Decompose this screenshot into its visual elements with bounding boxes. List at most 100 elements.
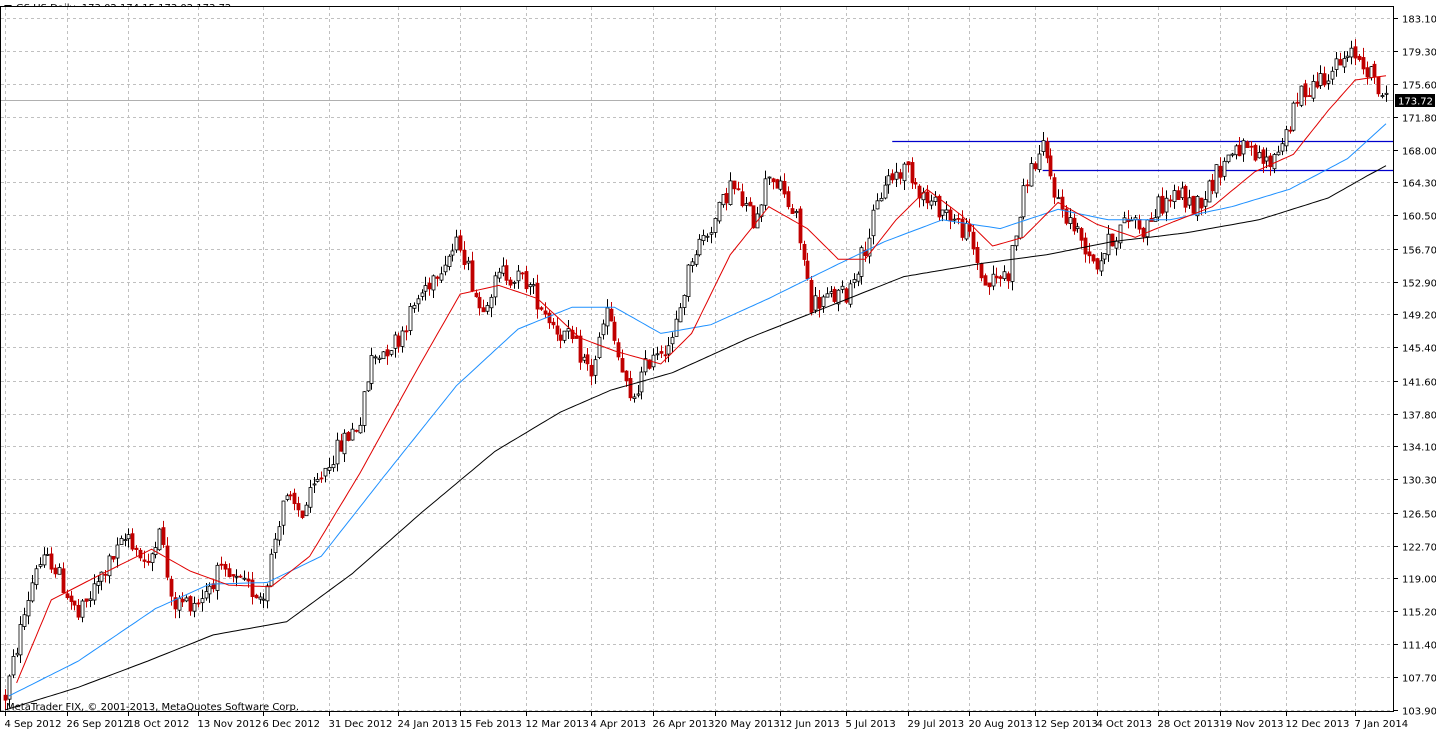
candle-body [1014,235,1019,247]
x-tick-label: 12 Dec 2013 [1286,719,1350,730]
candle-body [998,276,1003,279]
candle-body [312,483,317,486]
x-tick-label: 7 Jan 2014 [1355,719,1409,730]
candle-body [99,571,104,582]
x-tick-label: 29 Jul 2013 [908,719,965,730]
candle-body [647,359,652,369]
candle-body [285,495,290,500]
candle-body [115,544,120,559]
candle-body [169,578,174,597]
candle-body [423,285,428,292]
candles [3,39,1389,710]
x-tick-label: 6 Dec 2012 [263,719,321,730]
candle-body [1295,101,1300,104]
candle-body [292,492,297,505]
candle-body [385,349,390,357]
candle-body [528,284,533,288]
candle-body [1164,197,1169,213]
candle-body [1353,46,1358,59]
y-tick-label: 134.10 [1402,443,1436,454]
candle-body [366,381,371,392]
candle-body [1253,144,1258,161]
candle-body [605,307,610,327]
x-tick-label: 19 Nov 2013 [1220,719,1284,730]
candle-body [435,276,440,279]
candle-body [231,574,236,577]
candle-body [18,624,23,656]
candle-body [1222,160,1227,177]
candle-body [173,597,178,610]
y-tick-label: 111.40 [1402,641,1436,652]
candle-body [454,236,459,251]
candle-body [65,593,70,599]
candle-body [61,568,66,594]
candle-body [786,191,791,208]
candle-body [1342,58,1347,68]
candle-body [612,321,617,341]
candle-body [1261,149,1266,164]
candle-body [412,305,417,309]
candle-body [165,545,170,578]
candle-body [1276,151,1281,156]
candle-body [875,200,880,210]
candle-body [1349,47,1354,58]
candle-body [88,598,93,601]
candle-body [848,283,853,305]
candle-body [1357,55,1362,60]
candle-body [782,180,787,195]
candle-body [871,209,876,237]
candle-body [234,575,239,578]
candle-body [470,260,475,292]
candle-body [748,201,753,207]
candle-body [1369,66,1374,79]
x-tick-label: 12 Sep 2013 [1035,719,1098,730]
candle-body [697,238,702,256]
candle-body [42,554,47,566]
ma-mid-line [8,123,1387,697]
candle-body [177,597,182,611]
candle-body [589,364,594,377]
candle-body [377,357,382,360]
candle-body [381,351,386,360]
candle-body [898,172,903,179]
y-tick-label: 145.40 [1402,344,1436,355]
candle-body [825,293,830,298]
candle-body [3,694,8,701]
candle-body [582,356,587,361]
y-tick-label: 119.00 [1402,575,1436,586]
candle-body [15,652,20,656]
candle-body [184,597,189,602]
y-tick-label: 122.70 [1402,543,1436,554]
candle-body [991,273,996,287]
candle-body [813,295,818,311]
candle-body [585,354,590,365]
candle-body [987,282,992,288]
candle-body [1137,219,1142,230]
candle-body [802,243,807,260]
candle-body [578,335,583,363]
candle-body [628,378,633,399]
candle-body [751,205,756,229]
candle-body [728,180,733,205]
candle-body [979,263,984,279]
candle-body [119,538,124,545]
candle-body [713,218,718,233]
candle-body [674,318,679,337]
candle-body [373,356,378,359]
candle-body [1176,190,1181,200]
candle-body [1033,163,1038,170]
candle-body [296,503,301,511]
candle-body [281,500,286,526]
candle-body [1234,145,1239,156]
candle-body [254,594,259,599]
candle-body [929,200,934,206]
candle-body [651,354,656,368]
candle-body [809,279,814,313]
x-tick-label: 12 Jun 2013 [780,719,840,730]
candle-body [1052,177,1057,198]
candle-body [1102,253,1107,260]
candle-body [1029,163,1034,187]
candle-body [732,180,737,190]
candle-body [721,194,726,206]
